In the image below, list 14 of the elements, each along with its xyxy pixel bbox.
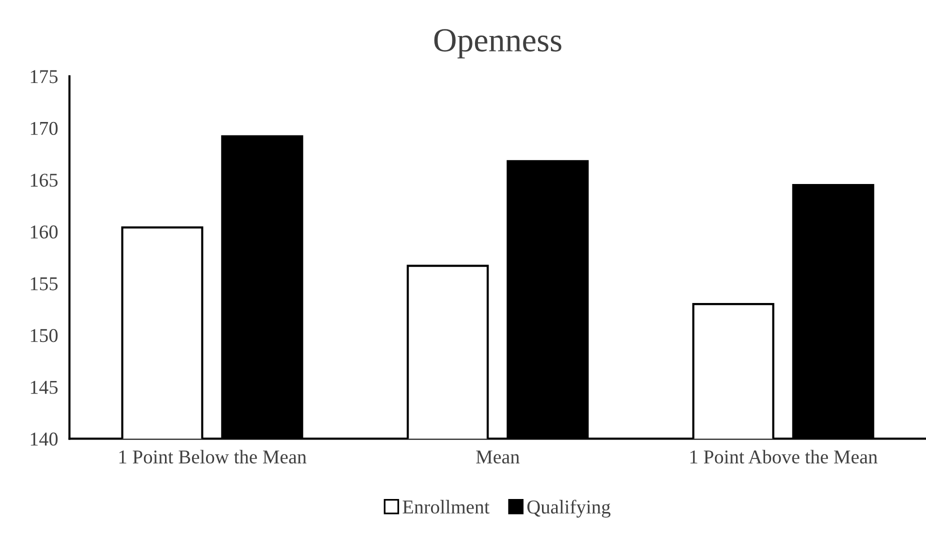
- legend-label: Qualifying: [527, 500, 610, 518]
- y-tick-label: 170: [30, 122, 58, 135]
- x-tick-label: 1 Point Below the Mean: [119, 450, 306, 464]
- x-tick-label: Mean: [476, 450, 520, 464]
- y-tick-label: 145: [30, 380, 58, 394]
- x-tick-label: 1 Point Above the Mean: [690, 450, 878, 464]
- y-tick-label: 175: [30, 70, 58, 84]
- y-tick-label: 160: [30, 225, 58, 239]
- y-tick-label: 150: [30, 328, 58, 342]
- chart-title: Openness: [434, 29, 562, 58]
- y-tick-label: 165: [30, 174, 58, 187]
- y-tick-label: 140: [30, 432, 58, 446]
- legend-label: Enrollment: [402, 500, 490, 514]
- y-tick-label: 155: [30, 277, 58, 290]
